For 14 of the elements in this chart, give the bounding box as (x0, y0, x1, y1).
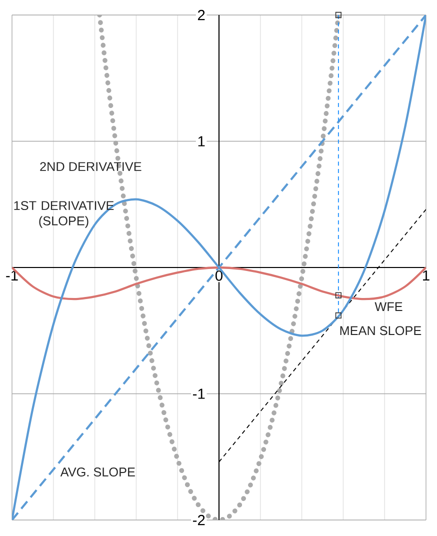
x-tick-label: 0 (215, 270, 222, 281)
annotation: 1ST DERIVATIVE (SLOPE) (14, 201, 114, 228)
point (335, 312, 342, 319)
annotation: WFE (374, 302, 402, 311)
point (335, 292, 342, 298)
y-tick-label: -1 (193, 388, 205, 399)
y-tick-label: 1 (198, 136, 205, 146)
annotation: MEAN SLOPE (340, 326, 422, 336)
point (335, 12, 342, 18)
annotation: AVG. SLOPE (60, 468, 135, 477)
x-tick-label: 1 (423, 270, 430, 281)
y-tick-label: 2 (198, 10, 205, 20)
y-tick-label: -2 (193, 514, 205, 526)
annotation: 2ND DERIVATIVE (40, 162, 142, 171)
